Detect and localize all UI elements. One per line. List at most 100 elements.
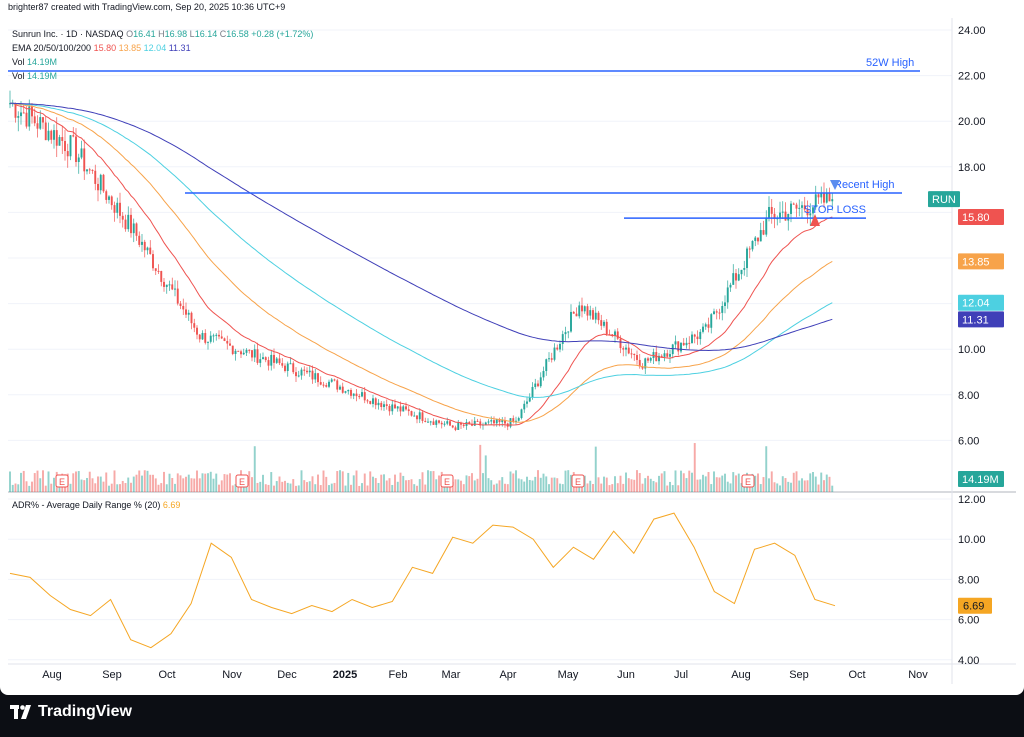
earnings-marker-letter: E (745, 477, 751, 487)
volume-bar (80, 479, 83, 492)
volume-bar (622, 483, 625, 492)
label-52w-high: 52W High (866, 57, 914, 69)
candle-body (726, 287, 729, 303)
volume-legend-2[interactable]: Vol 14.19M (12, 71, 58, 81)
candle-body (20, 112, 22, 117)
volume-bar (207, 473, 209, 492)
volume-bar (619, 475, 622, 492)
volume-bar (306, 482, 308, 492)
candle-body (193, 323, 196, 328)
volume-bar (779, 485, 781, 492)
candles-group (9, 90, 834, 432)
candle-body (130, 214, 132, 234)
volume-bar (113, 470, 116, 492)
volume-bar (699, 479, 702, 492)
candle-body (99, 174, 102, 191)
candle-body (53, 130, 55, 140)
chart-panel[interactable]: 52W High Recent High STOP LOSS 24.00 22.00 20… (0, 0, 1024, 695)
volume-bar (641, 483, 644, 492)
time-tick-label: Oct (158, 669, 175, 681)
volume-bar (732, 472, 735, 492)
volume-bar (149, 474, 152, 492)
volume-bar (611, 484, 614, 492)
candle-body (363, 392, 366, 401)
candle-body (578, 305, 581, 317)
chart-canvas[interactable]: 52W High Recent High STOP LOSS 24.00 22.00 20… (0, 0, 1024, 695)
candle-body (718, 312, 721, 314)
volume-bar (677, 485, 680, 492)
volume-bar (405, 480, 407, 492)
candle-body (600, 320, 603, 326)
candle-body (825, 192, 828, 203)
volume-bar (704, 476, 707, 492)
candle-body (369, 401, 372, 404)
candle-body (509, 418, 512, 427)
volume-bar (825, 474, 828, 492)
volume-bar (471, 473, 473, 492)
volume-bar (715, 477, 718, 492)
candle-body (812, 207, 814, 214)
volume-bar (671, 485, 674, 492)
candle-body (292, 363, 295, 373)
volume-bar (660, 473, 663, 492)
volume-bar (685, 478, 688, 492)
candle-body (146, 247, 149, 251)
ema-legend[interactable]: EMA 20/50/100/200 15.80 13.85 12.04 11.3… (12, 43, 191, 53)
candle-body (322, 384, 325, 386)
volume-bar (762, 477, 765, 492)
candle-body (550, 358, 553, 360)
candle-body (75, 136, 77, 162)
time-tick-label: Jun (617, 669, 635, 681)
candle-body (108, 196, 110, 200)
volume-bar (264, 484, 267, 492)
volume-bar (696, 479, 699, 492)
candle-body (702, 326, 704, 332)
candle-body (220, 336, 223, 339)
candle-body (622, 348, 625, 350)
candle-body (201, 333, 204, 340)
volume-bar (91, 478, 94, 492)
candle-body (504, 420, 506, 424)
volume-bar (534, 476, 537, 492)
volume-legend-1[interactable]: Vol 14.19M (12, 57, 58, 67)
candle-body (344, 391, 347, 393)
price-tick-label: 20.00 (958, 116, 986, 128)
candle-body (699, 331, 702, 340)
volume-bar (237, 484, 240, 492)
candle-body (512, 418, 515, 422)
candle-body (64, 140, 66, 152)
candle-body (443, 423, 446, 425)
volume-bar (396, 481, 399, 492)
volume-bar (413, 484, 416, 492)
symbol-name[interactable]: Sunrun Inc. · 1D · NASDAQ (12, 29, 124, 39)
candle-body (528, 396, 531, 402)
adr-tick-label: 12.00 (958, 494, 986, 506)
earnings-marker-icon (440, 474, 454, 488)
tradingview-logo[interactable]: TradingView (10, 703, 132, 721)
candle-body (264, 357, 267, 361)
volume-bar (468, 476, 471, 492)
adr-legend[interactable]: ADR% - Average Daily Range % (20) 6.69 (12, 500, 181, 510)
adr-label-tag (958, 597, 992, 614)
credit-line: brighter87 created with TradingView.com,… (8, 2, 286, 12)
volume-bar (220, 480, 223, 492)
volume-bar (248, 471, 251, 492)
candle-body (721, 306, 724, 313)
candle-body (633, 353, 636, 356)
volume-bar (377, 482, 380, 492)
candle-body (231, 345, 234, 354)
candle-body (160, 271, 163, 282)
candle-body (754, 237, 757, 241)
volume-bar (44, 485, 47, 492)
candle-body (432, 421, 435, 425)
candle-body (597, 312, 600, 321)
volume-bar (649, 478, 652, 492)
volume-bar (630, 479, 633, 492)
candle-body (278, 358, 281, 364)
ema100-line (10, 102, 833, 398)
candle-body (196, 327, 198, 335)
candle-body (638, 359, 641, 367)
candle-body (438, 420, 440, 423)
earnings-marker-letter: E (575, 477, 581, 487)
adr-tick-label: 10.00 (958, 534, 986, 546)
